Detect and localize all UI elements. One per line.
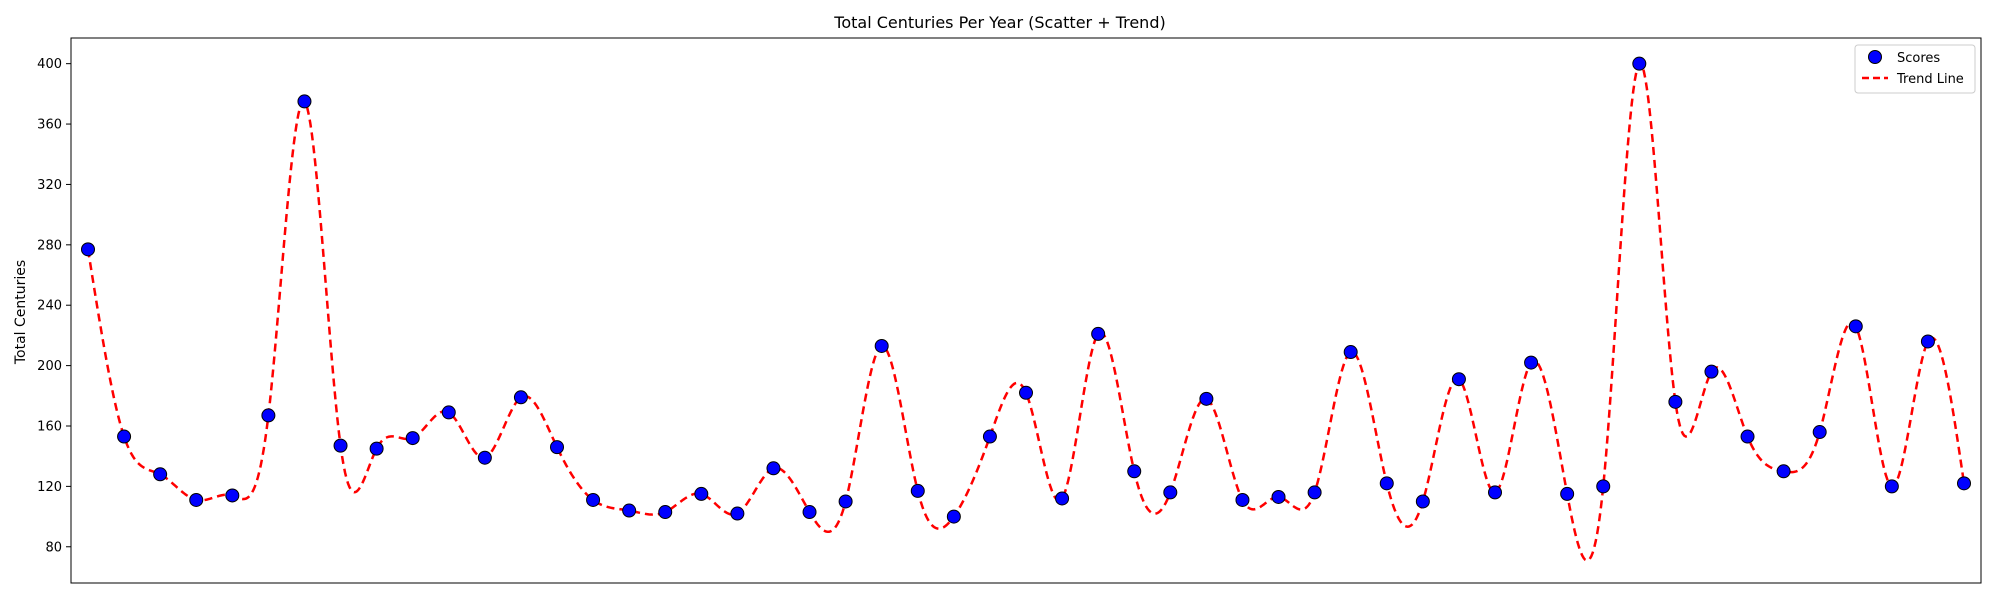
legend: Scores Trend Line bbox=[1854, 44, 1976, 94]
scatter-point bbox=[1019, 385, 1033, 400]
scatter-point bbox=[1271, 489, 1286, 504]
scatter-point bbox=[1848, 319, 1863, 334]
scatter-point bbox=[297, 94, 312, 109]
scatter-point bbox=[982, 429, 997, 444]
scatter-point bbox=[1055, 491, 1070, 506]
scatter-point bbox=[766, 461, 781, 476]
scatter-point bbox=[730, 506, 745, 521]
scatter-point bbox=[1307, 485, 1322, 500]
scatter-points-layer bbox=[81, 56, 1971, 524]
scatter-point bbox=[946, 509, 961, 524]
scatter-point bbox=[1415, 494, 1430, 509]
scatter-point bbox=[189, 492, 204, 507]
legend-trend-label: Trend Line bbox=[1896, 72, 1964, 87]
scatter-point bbox=[1704, 364, 1719, 379]
scatter-point bbox=[1524, 355, 1539, 370]
scatter-point bbox=[1379, 476, 1394, 491]
chart-title: Total Centuries Per Year (Scatter + Tren… bbox=[833, 13, 1165, 32]
y-axis-ticks: 80 120 160 200 240 280 320 360 400 bbox=[37, 57, 71, 555]
scatter-point bbox=[1596, 479, 1611, 494]
scatter-point bbox=[1488, 485, 1502, 500]
y-tick-label: 160 bbox=[37, 419, 62, 434]
y-tick-label: 400 bbox=[37, 57, 62, 72]
scatter-point bbox=[586, 492, 601, 507]
y-tick-label: 120 bbox=[37, 480, 62, 495]
scatter-point bbox=[369, 441, 384, 456]
plot-frame bbox=[70, 37, 1982, 584]
scatter-point bbox=[1091, 326, 1106, 341]
legend-scores-label: Scores bbox=[1897, 51, 1940, 66]
scatter-point bbox=[1668, 394, 1683, 409]
y-tick-label: 360 bbox=[37, 118, 62, 133]
scatter-point bbox=[658, 505, 673, 520]
scatter-point bbox=[1560, 486, 1575, 501]
scatter-point bbox=[261, 408, 276, 423]
scatter-point bbox=[405, 431, 420, 446]
scatter-point bbox=[874, 338, 889, 353]
scatter-point bbox=[1740, 429, 1755, 444]
scatter-point bbox=[513, 390, 528, 405]
y-tick-label: 80 bbox=[45, 540, 62, 555]
scatter-point bbox=[1343, 345, 1358, 360]
scatter-point bbox=[1163, 485, 1178, 500]
y-tick-label: 320 bbox=[37, 178, 62, 193]
scatter-point bbox=[550, 440, 564, 455]
y-tick-label: 280 bbox=[37, 238, 62, 253]
scatter-point bbox=[117, 429, 132, 444]
scatter-point bbox=[1632, 56, 1647, 71]
scatter-point bbox=[1199, 391, 1214, 406]
scatter-point bbox=[1957, 476, 1971, 491]
scatter-point bbox=[622, 503, 637, 518]
scatter-point bbox=[1127, 464, 1142, 479]
trend-line bbox=[86, 62, 1966, 562]
scatter-point bbox=[838, 494, 853, 509]
y-tick-label: 240 bbox=[37, 299, 62, 314]
scatter-point bbox=[694, 486, 709, 501]
legend-box bbox=[1854, 44, 1976, 94]
scatter-point bbox=[802, 505, 817, 520]
scatter-point bbox=[441, 405, 456, 420]
scatter-point bbox=[333, 438, 348, 453]
scatter-point bbox=[1812, 425, 1827, 440]
scatter-point bbox=[1884, 479, 1899, 494]
scatter-point bbox=[225, 488, 240, 503]
trend-line-layer bbox=[86, 62, 1966, 562]
scatter-point bbox=[1776, 464, 1791, 479]
scatter-point bbox=[1451, 372, 1466, 387]
y-axis-label: Total Centuries bbox=[13, 260, 29, 365]
scatter-point bbox=[477, 450, 492, 465]
scatter-point bbox=[153, 467, 168, 482]
scatter-point bbox=[1235, 492, 1250, 507]
scatter-point bbox=[910, 483, 925, 498]
scatter-point bbox=[81, 242, 95, 257]
y-tick-label: 200 bbox=[37, 359, 62, 374]
scatter-point bbox=[1920, 334, 1935, 349]
legend-scores-marker bbox=[1868, 50, 1882, 64]
